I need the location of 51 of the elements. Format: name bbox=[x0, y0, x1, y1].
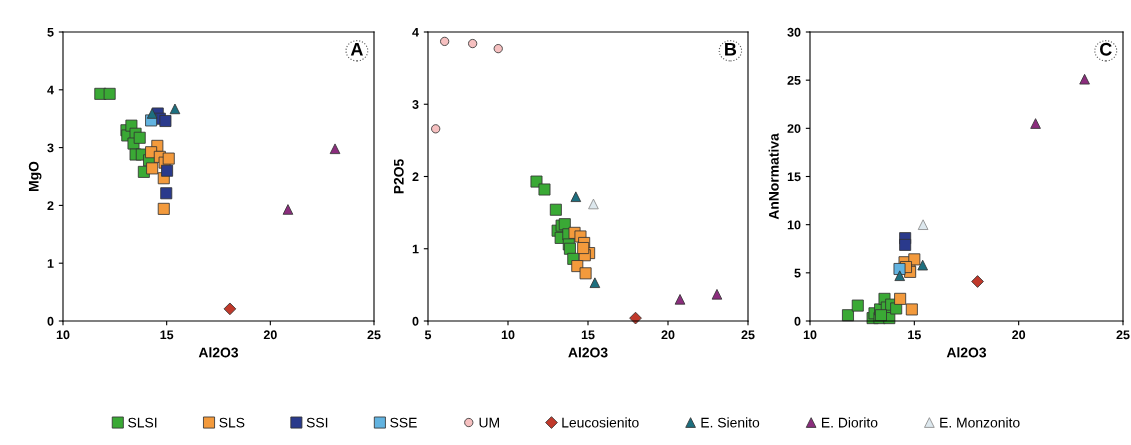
x-tick-label: 10 bbox=[501, 330, 515, 340]
annotation: B bbox=[725, 43, 737, 56]
x-tick-label: 15 bbox=[908, 330, 921, 340]
x-tick-label: 10 bbox=[803, 330, 817, 340]
x-tick-label: 15 bbox=[581, 330, 595, 340]
x-tick-label: 25 bbox=[367, 330, 381, 340]
x-axis-title: Al2O3 bbox=[568, 347, 608, 358]
legend-label: SLS bbox=[219, 417, 245, 428]
annotation: A bbox=[350, 43, 363, 56]
annotation: C bbox=[1100, 42, 1112, 56]
legend-label: Leucosienito bbox=[562, 417, 639, 428]
y-axis-title: MgO bbox=[28, 161, 42, 191]
x-axis-title: Al2O3 bbox=[946, 347, 987, 358]
y-tick-label: 0 bbox=[412, 316, 419, 326]
x-tick-label: 20 bbox=[661, 330, 675, 340]
y-tick-label: 5 bbox=[47, 27, 54, 37]
y-axis-title: P2O5 bbox=[393, 159, 404, 194]
x-tick-label: 20 bbox=[1012, 330, 1026, 340]
y-tick-label: 5 bbox=[794, 268, 801, 278]
y-tick-label: 1 bbox=[412, 244, 419, 254]
y-tick-label: 3 bbox=[412, 100, 419, 109]
x-tick-label: 5 bbox=[424, 330, 432, 340]
point bbox=[577, 242, 590, 254]
y-axis-title: AnNormativa bbox=[768, 133, 779, 220]
x-tick-label: 25 bbox=[741, 330, 755, 340]
y-tick-label: 4 bbox=[412, 27, 419, 37]
y-tick-label: 20 bbox=[787, 124, 801, 133]
y-tick-label: 0 bbox=[794, 316, 801, 326]
y-tick-label: 10 bbox=[787, 220, 801, 230]
x-tick-label: 10 bbox=[56, 330, 70, 340]
legend-label: E. Diorito bbox=[822, 417, 878, 428]
y-tick-label: 2 bbox=[47, 201, 54, 210]
y-tick-label: 3 bbox=[47, 143, 54, 153]
legend-label: SLSI bbox=[128, 417, 157, 428]
y-tick-label: 30 bbox=[787, 27, 801, 37]
x-axis-title: Al2O3 bbox=[198, 347, 239, 358]
x-tick-label: 20 bbox=[263, 330, 277, 340]
point bbox=[894, 270, 906, 281]
y-tick-label: 2 bbox=[412, 172, 419, 182]
y-tick-label: 25 bbox=[787, 75, 801, 85]
legend-label: SSE bbox=[390, 417, 417, 428]
y-tick-label: 1 bbox=[47, 259, 54, 268]
y-tick-label: 4 bbox=[47, 85, 54, 95]
y-tick-label: 15 bbox=[787, 172, 801, 182]
legend-label: SSI bbox=[306, 417, 328, 428]
x-tick-label: 25 bbox=[1116, 330, 1130, 340]
legend-label: UM bbox=[479, 417, 499, 428]
legend-label: E. Monzonito bbox=[940, 417, 1020, 428]
legend-label: E. Sienito bbox=[701, 417, 760, 428]
y-tick-label: 0 bbox=[47, 316, 54, 326]
x-tick-label: 15 bbox=[160, 330, 174, 340]
